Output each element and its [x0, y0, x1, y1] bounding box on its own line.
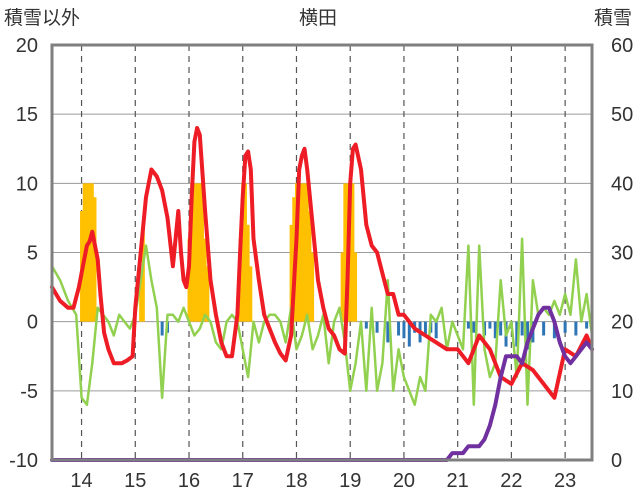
y-right-tick: 10	[611, 381, 633, 403]
x-tick: 16	[178, 470, 200, 492]
orange-bar	[354, 252, 358, 322]
blue-bar	[397, 321, 401, 336]
orange-bar	[289, 224, 293, 322]
y-left-tick: -5	[20, 381, 38, 403]
x-tick: 20	[393, 470, 415, 492]
blue-bar	[466, 321, 470, 329]
orange-bar	[90, 183, 94, 322]
y-right-tick: 30	[611, 243, 633, 265]
x-tick: 23	[554, 470, 576, 492]
blue-bar	[386, 321, 390, 343]
orange-bar	[249, 266, 253, 322]
blue-bar	[375, 321, 379, 333]
orange-bar	[93, 197, 97, 322]
orange-bar	[343, 183, 347, 322]
line-series	[50, 126, 594, 462]
green-line	[50, 237, 594, 406]
blue-bar	[542, 321, 546, 336]
x-tick: 18	[285, 470, 307, 492]
orange-bar	[311, 252, 315, 322]
orange-bar	[88, 183, 92, 322]
blue-bar	[526, 321, 530, 350]
red-line	[50, 126, 594, 400]
blue-bar	[585, 321, 589, 329]
grid-lines	[52, 45, 592, 460]
blue-bar	[552, 321, 556, 339]
blue-bar	[364, 321, 368, 329]
orange-bar	[305, 183, 309, 322]
blue-bar	[402, 321, 406, 339]
y-left-tick: 20	[16, 35, 38, 57]
y-right-tick: 20	[611, 312, 633, 334]
x-tick: 15	[124, 470, 146, 492]
orange-bar	[340, 252, 344, 322]
orange-bar	[190, 183, 194, 322]
x-tick: 17	[232, 470, 254, 492]
orange-bar	[303, 183, 307, 322]
orange-bar	[243, 183, 247, 322]
y-right-tick: 50	[611, 104, 633, 126]
orange-bar	[139, 280, 143, 322]
x-tick: 21	[447, 470, 469, 492]
x-tick: 19	[339, 470, 361, 492]
purple-line	[50, 305, 594, 462]
orange-bar	[300, 183, 304, 322]
orange-bar	[198, 183, 202, 322]
x-tick: 22	[500, 470, 522, 492]
blue-bar	[160, 321, 164, 336]
blue-bar	[407, 321, 411, 347]
x-tick: 14	[70, 470, 92, 492]
orange-bar	[141, 224, 145, 322]
blue-bar	[493, 321, 497, 339]
blue-bar	[499, 321, 503, 336]
orange-bar	[200, 183, 204, 322]
blue-bar	[423, 321, 427, 336]
blue-bar	[472, 321, 476, 333]
blue-bar	[574, 321, 578, 336]
plot-frame	[50, 43, 594, 462]
orange-bar	[308, 211, 312, 322]
blue-bar	[563, 321, 567, 333]
orange-bar	[195, 183, 199, 322]
orange-bar	[206, 266, 210, 322]
blue-bar	[520, 321, 524, 336]
y-right-tick: 0	[611, 450, 622, 472]
orange-bar	[203, 238, 207, 322]
chart-title: 横田	[299, 7, 337, 29]
orange-bar	[297, 183, 301, 322]
y-left-tick: 5	[27, 243, 38, 265]
y-left-tick: 15	[16, 104, 38, 126]
y-left-tick: -10	[9, 450, 38, 472]
y-right-tick: 60	[611, 35, 633, 57]
left-axis-label: 積雪以外	[4, 7, 80, 29]
orange-bar	[192, 183, 196, 322]
orange-bar	[241, 183, 245, 322]
y-left-tick: 10	[16, 173, 38, 195]
blue-bar	[488, 321, 492, 329]
blue-bar	[434, 321, 438, 339]
y-right-tick: 40	[611, 173, 633, 195]
right-axis-label: 積雪	[594, 7, 632, 29]
blue-bar	[515, 321, 519, 347]
orange-bar	[351, 183, 355, 322]
y-left-tick: 0	[27, 312, 38, 334]
orange-bar	[246, 224, 250, 322]
